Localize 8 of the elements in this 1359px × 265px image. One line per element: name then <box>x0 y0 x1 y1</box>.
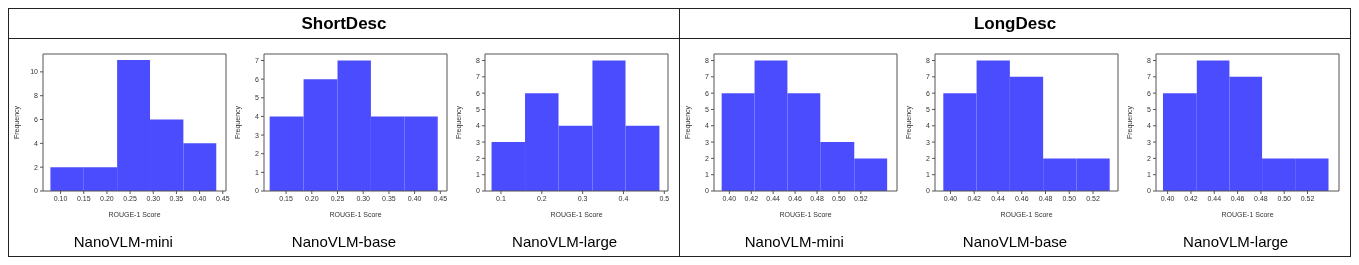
text: NanoVLM-mini <box>73 233 173 250</box>
text: NanoVLM-large <box>512 233 618 250</box>
text: NanoVLM-base <box>962 233 1068 250</box>
text: ShortDesc <box>9 9 679 39</box>
text: NanoVLM-large <box>1183 233 1289 250</box>
text: NanoVLM-mini <box>744 233 844 250</box>
text: NanoVLM-base <box>291 233 397 250</box>
text: LongDesc <box>680 9 1350 39</box>
